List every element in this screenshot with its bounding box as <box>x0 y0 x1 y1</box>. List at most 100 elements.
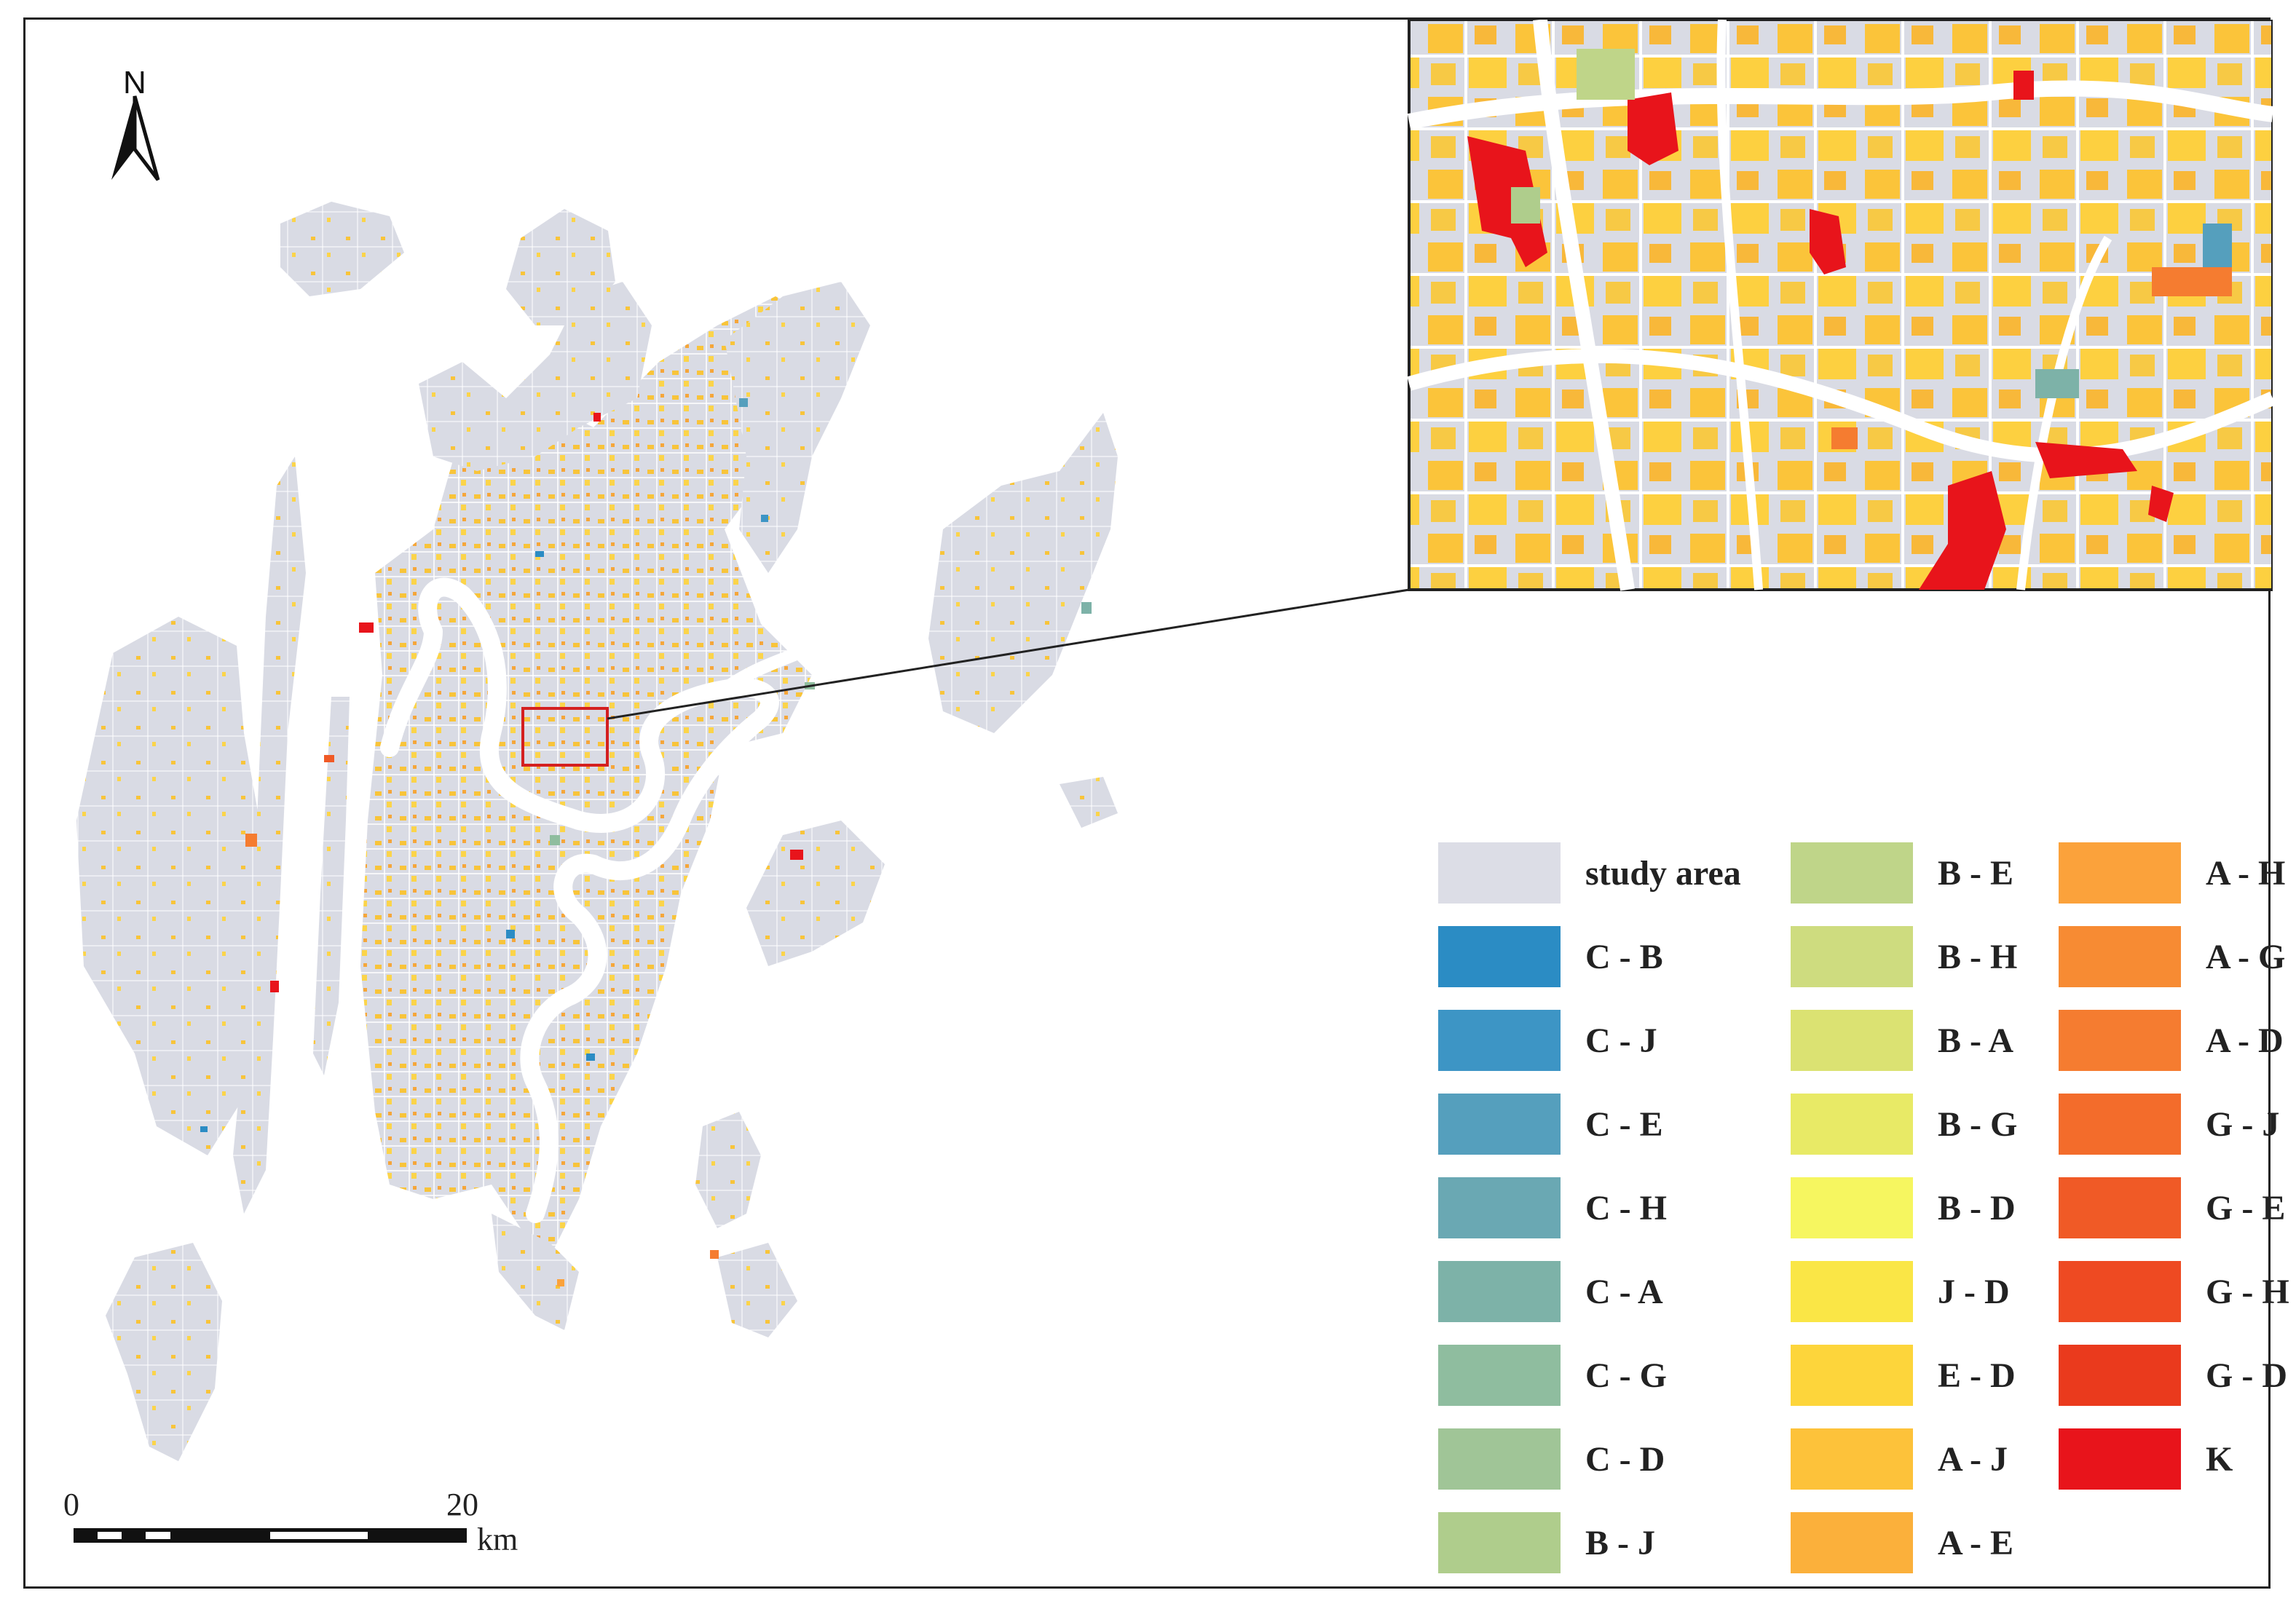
legend-swatch <box>1791 1094 1913 1155</box>
legend-item: K <box>2059 1428 2233 1490</box>
legend-swatch <box>2059 1010 2181 1071</box>
legend: study area C - B C - J C - E C - H C - A C - G… <box>1438 842 2296 1592</box>
legend-swatch <box>2059 1345 2181 1406</box>
legend-label: G - D <box>2206 1356 2287 1395</box>
legend-item: B - H <box>1791 926 2017 987</box>
legend-item: C - D <box>1438 1428 1665 1490</box>
legend-swatch <box>1438 1512 1561 1573</box>
north-label: N <box>123 65 146 100</box>
legend-swatch <box>1791 1428 1913 1490</box>
legend-label: A - J <box>1938 1439 2008 1479</box>
legend-swatch <box>1438 842 1561 904</box>
legend-item: B - D <box>1791 1177 2016 1238</box>
legend-swatch <box>1791 1261 1913 1322</box>
scale-end-label: 20 <box>446 1487 478 1522</box>
legend-swatch <box>1791 842 1913 904</box>
legend-item: A - D <box>2059 1010 2284 1071</box>
legend-item: B - E <box>1791 842 2013 904</box>
legend-swatch <box>1438 1010 1561 1071</box>
legend-label: C - A <box>1585 1272 1663 1311</box>
river-branch <box>718 647 804 696</box>
legend-item: C - E <box>1438 1094 1663 1155</box>
legend-swatch <box>2059 1261 2181 1322</box>
north-arrow-icon <box>111 95 160 181</box>
legend-item: B - G <box>1791 1094 2017 1155</box>
study-area-north <box>419 282 652 471</box>
legend-item: C - J <box>1438 1010 1657 1071</box>
study-area-south <box>492 1214 579 1330</box>
legend-item: C - G <box>1438 1345 1667 1406</box>
legend-swatch <box>2059 926 2181 987</box>
legend-swatch <box>2059 1094 2181 1155</box>
study-area-north-pod <box>506 209 615 325</box>
legend-item: C - B <box>1438 926 1663 987</box>
inset-map <box>1407 20 2273 591</box>
legend-swatch <box>1791 1177 1913 1238</box>
legend-item: A - J <box>1791 1428 2008 1490</box>
legend-label: A - E <box>1938 1523 2014 1562</box>
legend-swatch <box>1438 1177 1561 1238</box>
scale-unit-label: km <box>477 1522 518 1557</box>
study-area-west <box>76 617 266 1155</box>
legend-item: G - J <box>2059 1094 2279 1155</box>
legend-item: G - D <box>2059 1345 2287 1406</box>
legend-item: A - E <box>1791 1512 2013 1573</box>
scale-bar <box>74 1528 467 1543</box>
map-frame: N 0 20 km study area C - B C - J C - E C - H… <box>23 17 2289 1589</box>
study-area-northwest-pod <box>280 202 404 296</box>
study-area-east-pod <box>1060 777 1118 828</box>
legend-swatch <box>1438 926 1561 987</box>
legend-label: G - E <box>2206 1188 2286 1227</box>
legend-label: A - H <box>2206 853 2286 893</box>
legend-swatch <box>1791 1512 1913 1573</box>
study-area-south-east-pod-2 <box>717 1243 797 1337</box>
study-area-southeast <box>746 821 885 966</box>
study-area-northeast <box>725 282 870 573</box>
legend-swatch <box>1791 1010 1913 1071</box>
legend-item: J - D <box>1791 1261 2010 1322</box>
legend-label: B - H <box>1938 937 2018 976</box>
legend-label: C - E <box>1585 1104 1663 1144</box>
legend-label: G - J <box>2206 1104 2280 1144</box>
legend-swatch <box>1438 1094 1561 1155</box>
legend-label: C - D <box>1585 1439 1665 1479</box>
legend-label: K <box>2206 1439 2233 1479</box>
legend-swatch <box>2059 1428 2181 1490</box>
study-area-east <box>928 413 1118 733</box>
legend-label: E - D <box>1938 1356 2016 1395</box>
river <box>380 577 779 1223</box>
study-area-ridge-2 <box>313 697 350 1075</box>
scale-start-label: 0 <box>63 1487 79 1522</box>
legend-swatch <box>2059 842 2181 904</box>
legend-item: B - J <box>1438 1512 1655 1573</box>
legend-item: study area <box>1438 842 1741 904</box>
legend-label: B - E <box>1938 853 2014 893</box>
legend-item: A - H <box>2059 842 2285 904</box>
study-area-south-east-pod <box>695 1112 761 1228</box>
legend-swatch <box>1438 1345 1561 1406</box>
legend-swatch <box>1791 1345 1913 1406</box>
legend-label: C - G <box>1585 1356 1667 1395</box>
legend-label: A - G <box>2206 937 2286 976</box>
legend-label: B - G <box>1938 1104 2018 1144</box>
legend-swatch <box>1438 1261 1561 1322</box>
legend-label: C - B <box>1585 937 1663 976</box>
study-area <box>76 202 1118 1461</box>
inset-leader-line <box>607 588 1410 720</box>
legend-label: B - D <box>1938 1188 2016 1227</box>
legend-label: study area <box>1585 853 1741 893</box>
legend-label: B - J <box>1585 1523 1655 1562</box>
study-area-southwest <box>106 1243 222 1461</box>
legend-item: G - H <box>2059 1261 2289 1322</box>
legend-swatch <box>1791 926 1913 987</box>
map-canvas <box>74 20 2273 1543</box>
legend-label: J - D <box>1938 1272 2010 1311</box>
legend-item: C - A <box>1438 1261 1663 1322</box>
legend-label: B - A <box>1938 1021 2014 1060</box>
legend-item: B - A <box>1791 1010 2013 1071</box>
study-area-west-ridge <box>233 456 306 1214</box>
inset-location-box <box>521 707 609 767</box>
legend-item: C - H <box>1438 1177 1667 1238</box>
legend-item: A - G <box>2059 926 2285 987</box>
legend-item: E - D <box>1791 1345 2016 1406</box>
